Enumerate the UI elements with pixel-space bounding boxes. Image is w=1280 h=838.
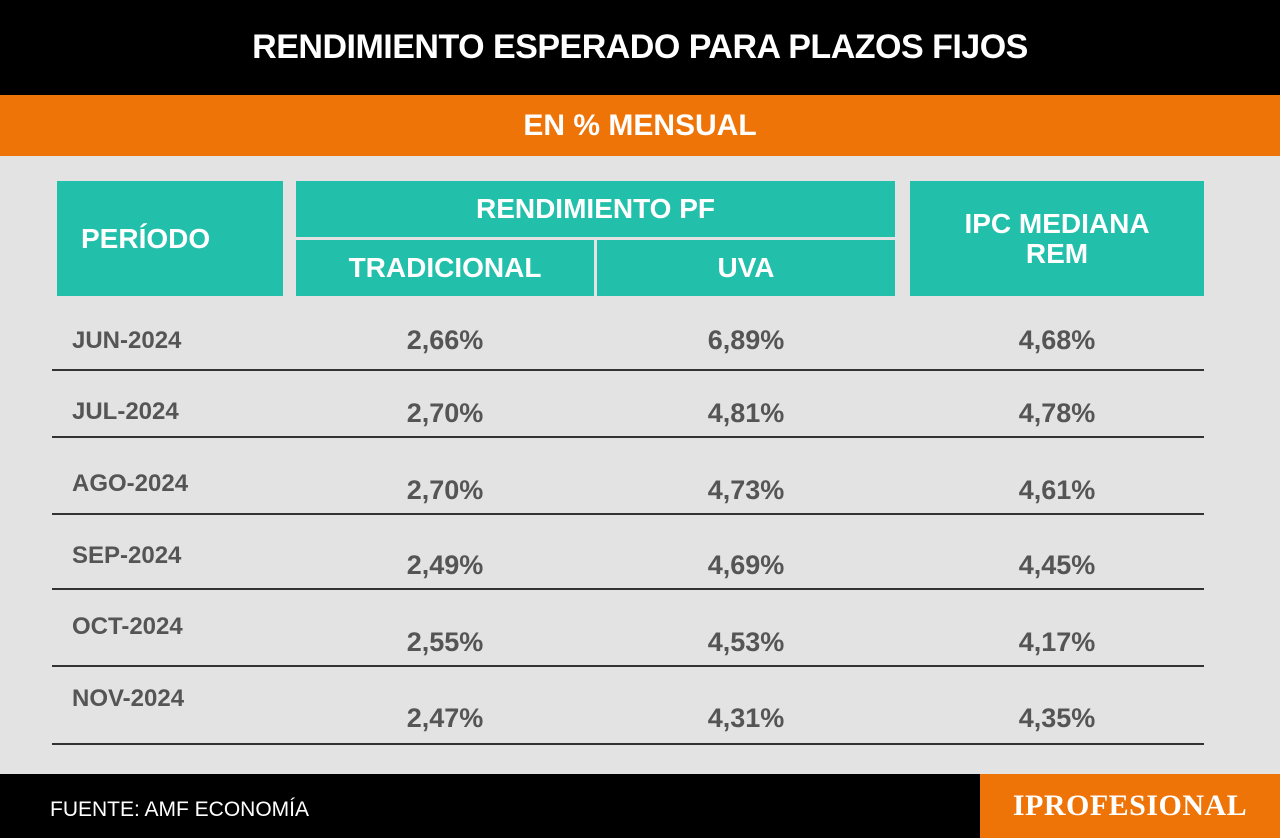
value-ipc: 4,68% <box>1018 325 1096 355</box>
brand-logo: IPROFESIONAL <box>980 774 1280 838</box>
value-ipc: 4,35% <box>1018 703 1096 733</box>
value-tradicional: 2,55% <box>406 627 484 657</box>
table-row: NOV-2024 2,47% 4,31% 4,35% <box>52 667 1204 745</box>
page-subtitle: EN % MENSUAL <box>0 95 1280 156</box>
value-tradicional: 2,47% <box>406 703 484 733</box>
value-uva: 4,31% <box>707 703 785 733</box>
value-uva: 4,81% <box>707 398 785 428</box>
column-group-rendimiento-pf: RENDIMIENTO PF <box>296 181 895 237</box>
row-period: SEP-2024 <box>72 542 182 569</box>
row-period: AGO-2024 <box>72 470 189 497</box>
column-header-ipc-line1: IPC MEDIANA <box>964 207 1150 239</box>
value-tradicional: 2,66% <box>406 325 484 355</box>
column-header-ipc-line2: REM <box>1025 237 1089 269</box>
value-ipc: 4,45% <box>1018 550 1096 580</box>
column-header-periodo: PERÍODO <box>57 181 283 296</box>
column-header-tradicional: TRADICIONAL <box>296 240 594 296</box>
value-ipc: 4,61% <box>1018 475 1096 505</box>
column-header-uva: UVA <box>597 240 895 296</box>
value-tradicional: 2,70% <box>406 398 484 428</box>
column-header-ipc: IPC MEDIANA REM <box>910 181 1204 296</box>
value-uva: 4,53% <box>707 627 785 657</box>
source-note: FUENTE: AMF ECONOMÍA <box>50 798 310 821</box>
row-period: OCT-2024 <box>72 613 183 640</box>
value-uva: 4,73% <box>707 475 785 505</box>
value-ipc: 4,17% <box>1018 627 1096 657</box>
value-ipc: 4,78% <box>1018 398 1096 428</box>
row-period: JUN-2024 <box>72 327 182 354</box>
table-row: OCT-2024 2,55% 4,53% 4,17% <box>52 590 1204 667</box>
value-tradicional: 2,70% <box>406 475 484 505</box>
row-period: JUL-2024 <box>72 398 179 425</box>
table-row: JUL-2024 2,70% 4,81% 4,78% <box>52 371 1204 438</box>
row-period: NOV-2024 <box>72 685 185 712</box>
table-row: AGO-2024 2,70% 4,73% 4,61% <box>52 438 1204 515</box>
value-tradicional: 2,49% <box>406 550 484 580</box>
value-uva: 4,69% <box>707 550 785 580</box>
table-row: JUN-2024 2,66% 6,89% 4,68% <box>52 300 1204 371</box>
page-title: RENDIMIENTO ESPERADO PARA PLAZOS FIJOS <box>0 0 1280 95</box>
table-row: SEP-2024 2,49% 4,69% 4,45% <box>52 515 1204 590</box>
value-uva: 6,89% <box>707 325 785 355</box>
footer: FUENTE: AMF ECONOMÍA IPROFESIONAL <box>0 774 1280 838</box>
